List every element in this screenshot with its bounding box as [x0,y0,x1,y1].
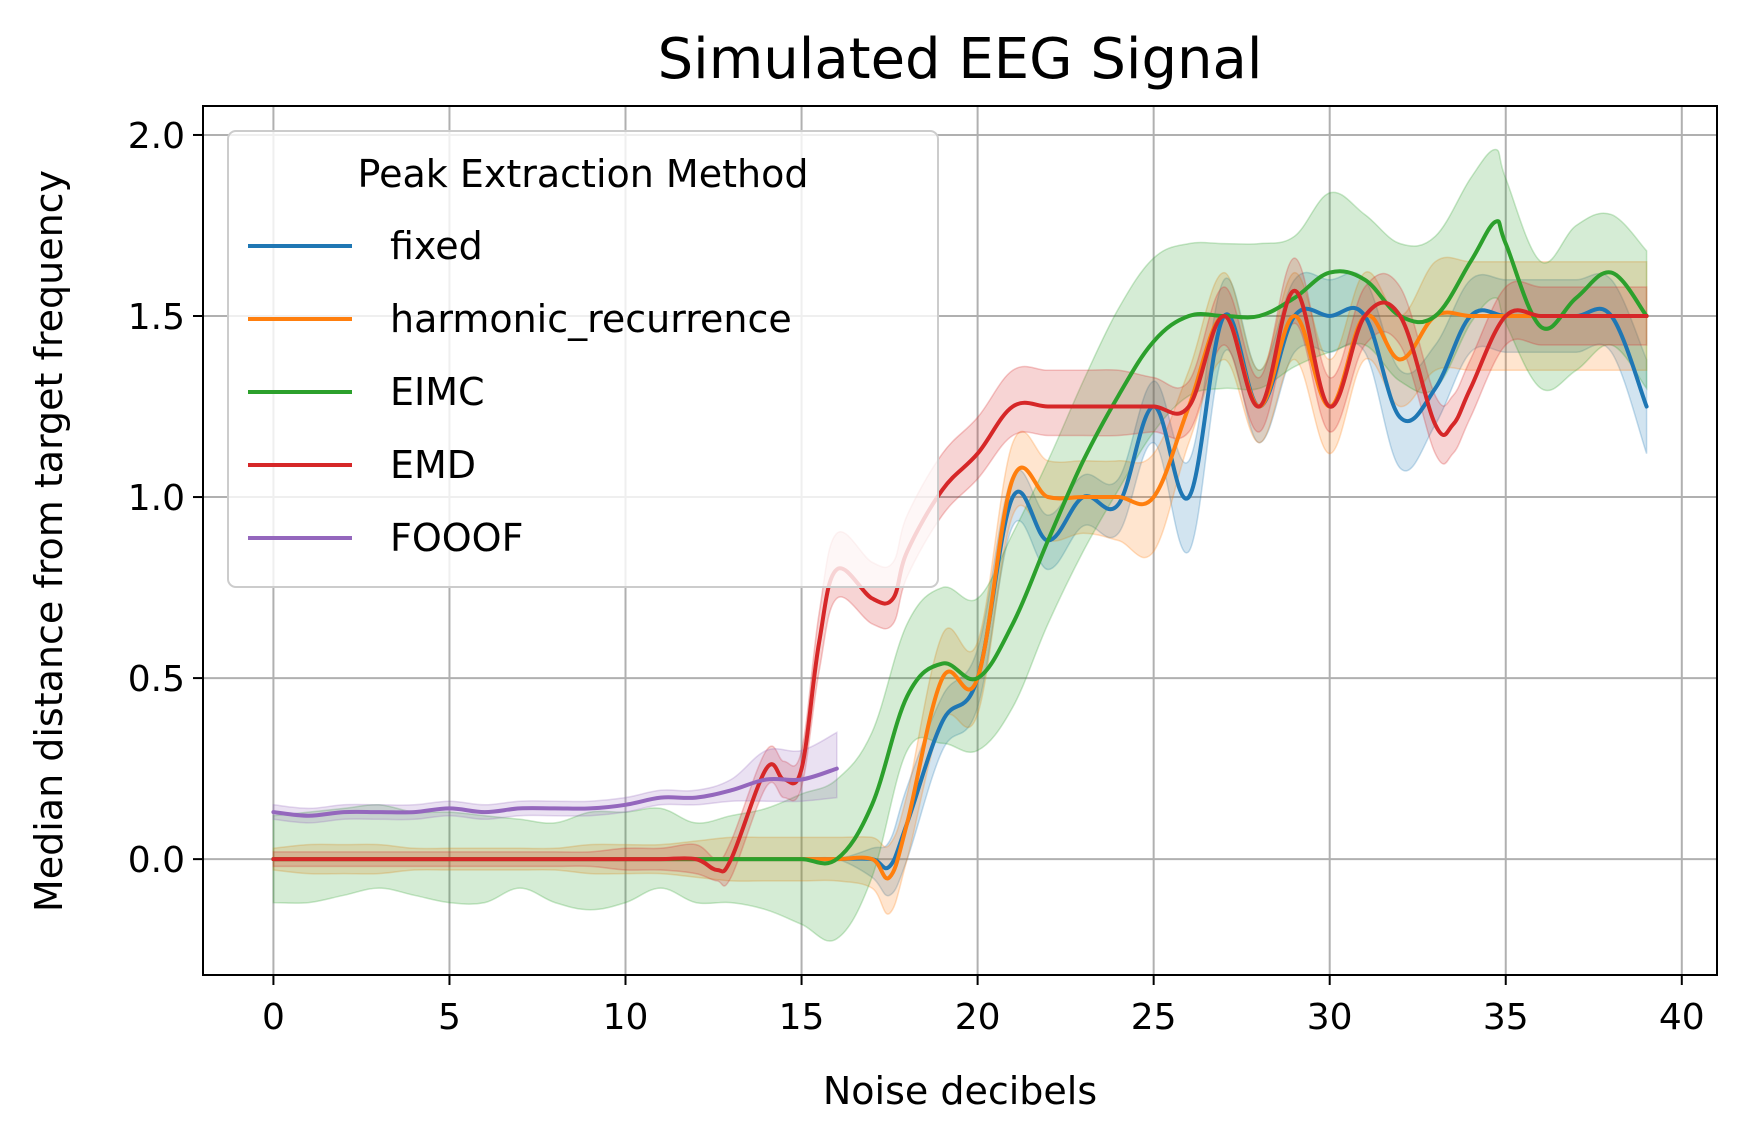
band-emd [272,257,1648,887]
y-tick-label: 1.0 [128,478,185,519]
y-tick-label: 1.5 [128,297,185,338]
legend: Peak Extraction Method fixed harmonic_rec… [227,130,939,588]
legend-label: EIMC [390,370,485,414]
plot-frame [202,105,1718,976]
x-tick-label: 15 [779,997,825,1038]
y-ticks: 0.0 0.5 1.0 1.5 2.0 [128,116,203,881]
x-tick-label: 20 [955,997,1001,1038]
line-fooof [271,766,839,818]
band-eimc [272,148,1648,942]
legend-label: FOOOF [390,516,523,560]
y-axis-label: Median distance from target frequency [27,170,71,912]
legend-entries: fixed harmonic_recurrence EIMC EMD FOOOF [248,224,792,560]
y-tick-label: 2.0 [128,116,185,157]
legend-entry-harmonic-recurrence: harmonic_recurrence [248,297,792,341]
legend-box [227,130,939,588]
y-tick-label: 0.0 [128,840,185,881]
legend-title: Peak Extraction Method [358,152,809,196]
legend-label: EMD [390,443,476,487]
legend-entry-fooof: FOOOF [248,516,523,560]
x-tick-label: 25 [1131,997,1177,1038]
x-axis-label: Noise decibels [823,1069,1097,1113]
x-tick-label: 0 [262,997,285,1038]
y-tick-label: 0.5 [128,659,185,700]
x-tick-label: 30 [1307,997,1353,1038]
legend-label: fixed [390,224,483,268]
band-harmonic-recurrence [272,256,1648,915]
x-ticks: 0 5 10 15 20 25 30 35 40 [262,975,1705,1038]
x-tick-label: 10 [603,997,649,1038]
x-tick-label: 5 [438,997,461,1038]
x-tick-label: 35 [1483,997,1529,1038]
band-fooof [272,731,838,824]
legend-label: harmonic_recurrence [390,297,792,341]
legend-entry-fixed: fixed [248,224,483,268]
legend-entry-eimc: EIMC [248,370,485,414]
x-tick-label: 40 [1659,997,1705,1038]
legend-entry-emd: EMD [248,443,476,487]
chart-title: Simulated EEG Signal [658,27,1263,92]
